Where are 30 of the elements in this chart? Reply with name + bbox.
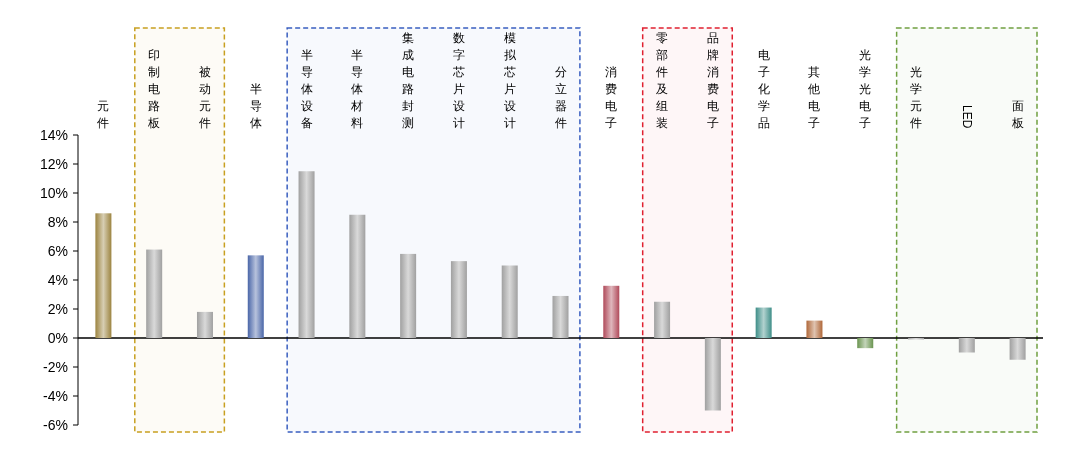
x-tick-label: 零部件及组装 [656, 31, 669, 130]
y-tick-label: 6% [47, 243, 68, 259]
x-tick-label: 分立器件 [554, 65, 567, 130]
y-tick-label: 14% [39, 127, 68, 143]
x-tick-label: LED [959, 105, 974, 129]
x-tick-label: 半导体设备 [300, 48, 313, 130]
y-tick-label: 0% [47, 330, 68, 346]
x-tick-label: 集成电路封测 [402, 31, 415, 130]
y-tick-label: -2% [43, 359, 68, 375]
y-tick-label: 2% [47, 301, 68, 317]
x-tick-label: 光学元件 [910, 65, 923, 130]
x-tick-label: 被动元件 [198, 65, 211, 130]
x-tick-label: 半导体 [249, 82, 262, 130]
x-tick-label: 品牌消费电子 [706, 31, 719, 130]
y-tick-label: 12% [39, 156, 68, 172]
y-tick-label: 10% [39, 185, 68, 201]
x-tick-label: 半导体材料 [351, 48, 364, 130]
x-tick-label: 数字芯片设计 [452, 31, 465, 130]
x-tick-label: 元件 [97, 99, 110, 130]
y-tick-label: -4% [43, 388, 68, 404]
y-tick-label: -6% [43, 417, 68, 433]
x-tick-label: 印制电路板 [148, 48, 161, 130]
y-tick-label: 8% [47, 214, 68, 230]
x-tick-label: 电子化学品 [757, 48, 770, 130]
x-tick-label: 其他电子 [808, 65, 821, 130]
x-tick-label: 模拟芯片设计 [503, 31, 516, 130]
x-tick-label: 消费电子 [605, 65, 618, 130]
x-tick-label: 面板 [1011, 99, 1024, 130]
x-tick-label: 光学光电子 [859, 48, 872, 130]
y-tick-label: 4% [47, 272, 68, 288]
